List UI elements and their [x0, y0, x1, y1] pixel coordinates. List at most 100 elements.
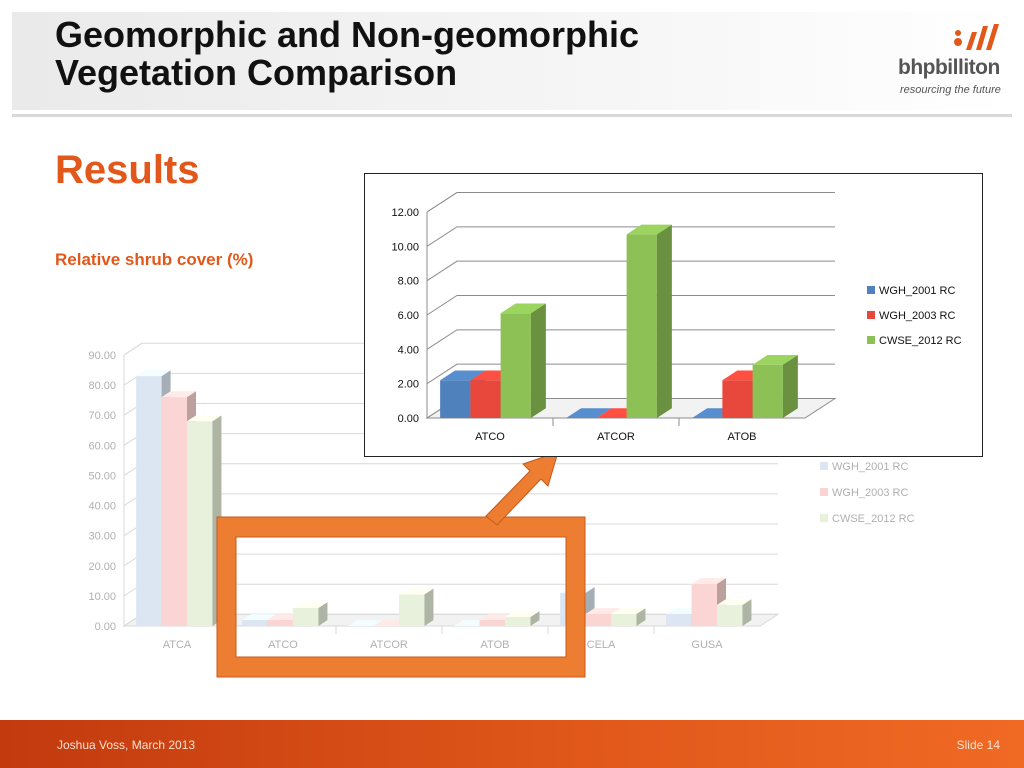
bar-front — [470, 380, 501, 418]
bar-side — [782, 355, 798, 418]
bar-side — [530, 611, 540, 626]
legend-swatch — [820, 462, 828, 470]
logo-mark-icon — [954, 24, 999, 50]
y-tick-label: 20.00 — [88, 561, 116, 573]
y-tick-label: 6.00 — [398, 310, 419, 322]
bar-top — [691, 577, 727, 584]
x-category-label: ATOB — [481, 639, 510, 651]
legend-swatch — [820, 488, 828, 496]
gridline — [426, 329, 835, 350]
zoom-box-frame — [216, 516, 586, 678]
bar-top — [348, 620, 383, 626]
bar-front — [161, 397, 188, 626]
bar-front — [691, 583, 718, 626]
gridline — [426, 295, 835, 316]
inset-bar-chart: 0.00 2.00 4.00 6.00 8.00 10.00 12.00 ATCO ATCOR A… — [391, 192, 962, 443]
y-tick-label: 50.00 — [88, 470, 116, 482]
y-tick-label: 40.00 — [88, 501, 116, 513]
bar-front — [267, 619, 294, 626]
bar-top — [293, 602, 328, 608]
bar-top — [611, 608, 646, 614]
bar-top — [187, 415, 222, 422]
slide-number: Slide 14 — [956, 738, 1000, 752]
chart-subtitle: Relative shrub cover (%) — [55, 250, 254, 269]
bar-side — [742, 599, 752, 626]
bar-front — [626, 234, 657, 418]
y-tick-label: 0.00 — [95, 621, 116, 633]
bar-side — [656, 224, 672, 418]
inset-chart-panel: 0.00 2.00 4.00 6.00 8.00 10.00 12.00 ATCO ATCOR A… — [364, 173, 983, 457]
slide-footer — [0, 720, 1024, 768]
y-tick-label: 0.00 — [398, 413, 419, 425]
bar-front — [585, 613, 612, 626]
header-divider — [12, 114, 1012, 117]
bar-top — [242, 614, 277, 620]
logo-wordmark: bhpbilliton — [898, 56, 1000, 79]
legend-label: CWSE_2012 RC — [832, 513, 915, 525]
gridline — [426, 226, 835, 247]
bar-top — [500, 303, 546, 314]
bar-front — [293, 607, 319, 626]
legend-swatch — [820, 514, 828, 522]
logo-tagline: resourcing the future — [900, 84, 1001, 96]
x-category-label: ATCOR — [370, 639, 408, 651]
footer-author: Joshua Voss, March 2013 — [57, 738, 196, 752]
bar-front — [479, 619, 506, 626]
x-category-label: CELA — [587, 639, 616, 651]
legend-label: WGH_2001 RC — [879, 285, 955, 297]
legend-swatch — [867, 286, 875, 294]
bar-front — [187, 421, 213, 626]
background-bar-chart: 0.00 10.00 20.00 30.00 40.00 50.00 60.00 70.00 8… — [88, 342, 915, 651]
slide-title: Geomorphic and Non-geomorphic Vegetation… — [55, 14, 640, 93]
y-tick-label: 30.00 — [88, 531, 116, 543]
x-category-label: ATCO — [475, 431, 505, 443]
y-tick-label: 8.00 — [398, 276, 419, 288]
x-category-label: ATCA — [163, 639, 192, 651]
bar-front — [500, 313, 531, 418]
callout-arrow-icon — [485, 451, 559, 526]
y-tick-label: 60.00 — [88, 440, 116, 452]
bar-side — [318, 602, 328, 626]
bar-top — [752, 355, 798, 365]
y-tick-label: 90.00 — [88, 350, 116, 362]
bar-side — [636, 608, 646, 626]
bar-top — [626, 224, 672, 235]
bar-top — [717, 599, 752, 605]
gridline — [426, 260, 835, 282]
bar-top — [566, 408, 612, 418]
bar-side — [424, 588, 434, 626]
x-category-label: GUSA — [691, 639, 723, 651]
bar-top — [136, 370, 171, 377]
legend-label: WGH_2001 RC — [832, 461, 908, 473]
y-tick-label: 10.00 — [391, 241, 419, 253]
bar-top — [505, 611, 540, 617]
x-category-label: ATCOR — [597, 431, 635, 443]
y-tick-label: 10.00 — [88, 591, 116, 603]
results-heading: Results — [55, 148, 200, 192]
bar-front — [136, 376, 162, 626]
bar-front — [611, 613, 637, 626]
bar-top — [440, 370, 486, 381]
legend-label: WGH_2003 RC — [879, 310, 955, 322]
bar-top — [399, 588, 434, 595]
y-tick-label: 70.00 — [88, 410, 116, 422]
x-category-label: ATOB — [728, 431, 757, 443]
y-tick-label: 4.00 — [398, 344, 419, 356]
zoom-callout — [216, 451, 586, 678]
bar-top — [585, 608, 621, 614]
bar-front — [242, 619, 268, 626]
bar-front — [399, 594, 425, 626]
gridline — [426, 192, 835, 213]
bar-top — [161, 391, 197, 398]
bar-front — [717, 604, 743, 626]
legend-swatch — [867, 311, 875, 319]
bar-side — [530, 303, 546, 418]
legend-label: WGH_2003 RC — [832, 487, 908, 499]
bar-front — [752, 364, 783, 418]
x-category-label: ATCO — [268, 639, 298, 651]
y-tick-label: 12.00 — [391, 207, 419, 219]
legend-swatch — [867, 336, 875, 344]
slide-header — [12, 12, 1012, 110]
bar-front — [722, 380, 753, 418]
gridline — [426, 363, 835, 385]
